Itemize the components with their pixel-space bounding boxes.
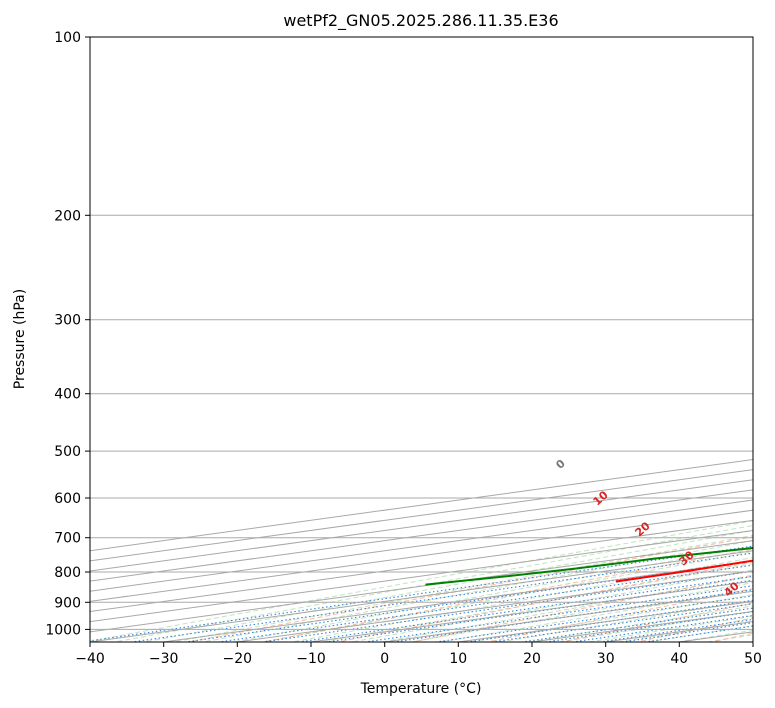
y-tick-label: 400 (54, 387, 81, 403)
x-axis-ticks: −40 −30 −20 −10 0 10 20 30 40 50 (75, 642, 762, 667)
isotherm (90, 499, 753, 592)
x-tick-label: 10 (449, 651, 467, 667)
y-tick-label: 500 (54, 444, 81, 460)
isotherm (90, 489, 753, 582)
mixing-ratio-lines (90, 545, 753, 642)
mixing-ratio-line (295, 575, 753, 642)
isotherm (90, 509, 753, 602)
mixing-ratio-line (361, 585, 753, 642)
y-tick-label: 200 (54, 208, 81, 224)
isotherm (90, 540, 753, 633)
mixing-ratio-line (258, 570, 753, 642)
x-tick-label: 0 (380, 651, 389, 667)
chart-title: wetPf2_GN05.2025.286.11.35.E36 (283, 11, 558, 31)
y-tick-label: 100 (54, 30, 81, 46)
isotherm-grid (90, 458, 753, 642)
mixing-ratio-line (322, 579, 753, 642)
y-tick-label: 900 (54, 595, 81, 611)
isotherm (90, 529, 753, 623)
pressure-grid (90, 37, 753, 630)
x-axis-label: Temperature (°C) (360, 681, 482, 697)
x-tick-label: 40 (670, 651, 688, 667)
y-tick-label: 800 (54, 565, 81, 581)
y-tick-label: 1000 (45, 622, 81, 638)
x-tick-label: 20 (523, 651, 541, 667)
dry-adiabat (185, 536, 753, 642)
x-tick-label: 30 (597, 651, 615, 667)
plot-frame (89, 36, 754, 643)
x-tick-label: −30 (149, 651, 179, 667)
y-tick-label: 700 (54, 531, 81, 547)
isotherm (90, 469, 753, 562)
y-tick-label: 600 (54, 491, 81, 507)
dry-adiabats (185, 536, 753, 642)
isotherm (90, 479, 753, 572)
isotherm (90, 458, 753, 552)
y-tick-label: 300 (54, 313, 81, 329)
y-axis-label: Pressure (hPa) (12, 289, 28, 389)
isotherm (90, 519, 753, 613)
x-tick-label: −20 (223, 651, 253, 667)
x-tick-label: −40 (75, 651, 105, 667)
x-tick-label: 50 (744, 651, 762, 667)
y-axis-ticks: 1000 900 800 700 600 500 400 300 200 100 (45, 30, 90, 638)
x-tick-label: −10 (296, 651, 326, 667)
